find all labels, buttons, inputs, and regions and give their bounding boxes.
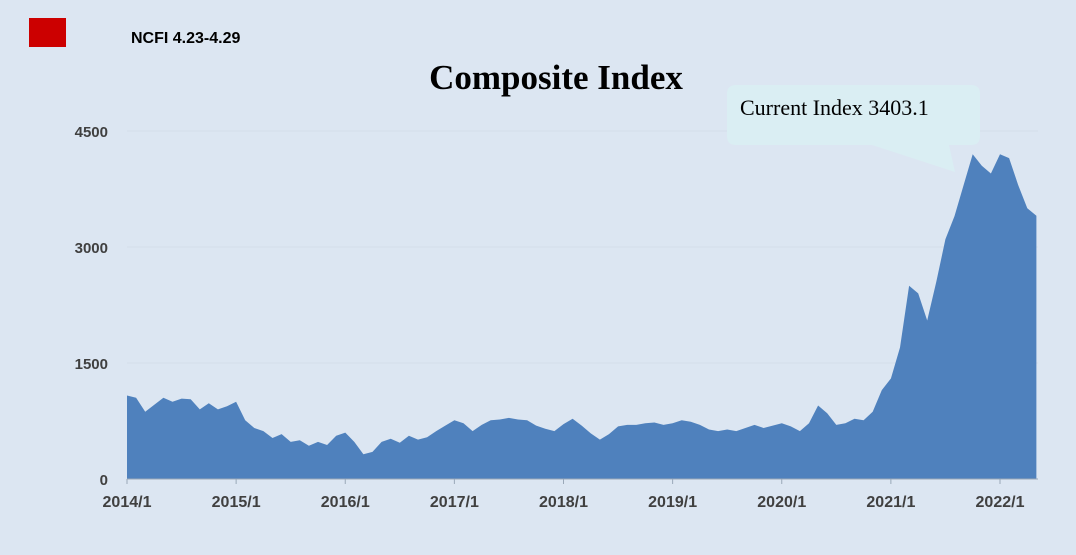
callout-text: Current Index 3403.1 bbox=[740, 95, 929, 120]
y-tick-label: 3000 bbox=[75, 240, 108, 257]
x-tick-label: 2020/1 bbox=[757, 494, 806, 511]
y-tick-label: 4500 bbox=[75, 124, 108, 141]
x-tick-label: 2016/1 bbox=[321, 494, 370, 511]
x-tick-label: 2017/1 bbox=[430, 494, 479, 511]
flag-icon bbox=[29, 18, 66, 47]
x-tick-label: 2018/1 bbox=[539, 494, 588, 511]
area-series bbox=[127, 154, 1037, 479]
chart-title: Composite Index bbox=[429, 58, 683, 97]
x-tick-label: 2019/1 bbox=[648, 494, 697, 511]
x-tick-label: 2022/1 bbox=[976, 494, 1025, 511]
callout-shape bbox=[727, 85, 980, 172]
header-label: NCFI 4.23-4.29 bbox=[131, 30, 241, 47]
y-tick-label: 0 bbox=[100, 472, 108, 489]
y-tick-label: 1500 bbox=[75, 356, 108, 373]
callout-bubble bbox=[727, 85, 980, 172]
x-tick-label: 2021/1 bbox=[866, 494, 915, 511]
axes: 0 1500 3000 4500 2014/1 2015/1 2016/1 2017/1 201… bbox=[75, 124, 1038, 511]
gridlines bbox=[127, 130, 1038, 364]
x-tick-label: 2015/1 bbox=[212, 494, 261, 511]
x-tick-label: 2014/1 bbox=[103, 494, 152, 511]
